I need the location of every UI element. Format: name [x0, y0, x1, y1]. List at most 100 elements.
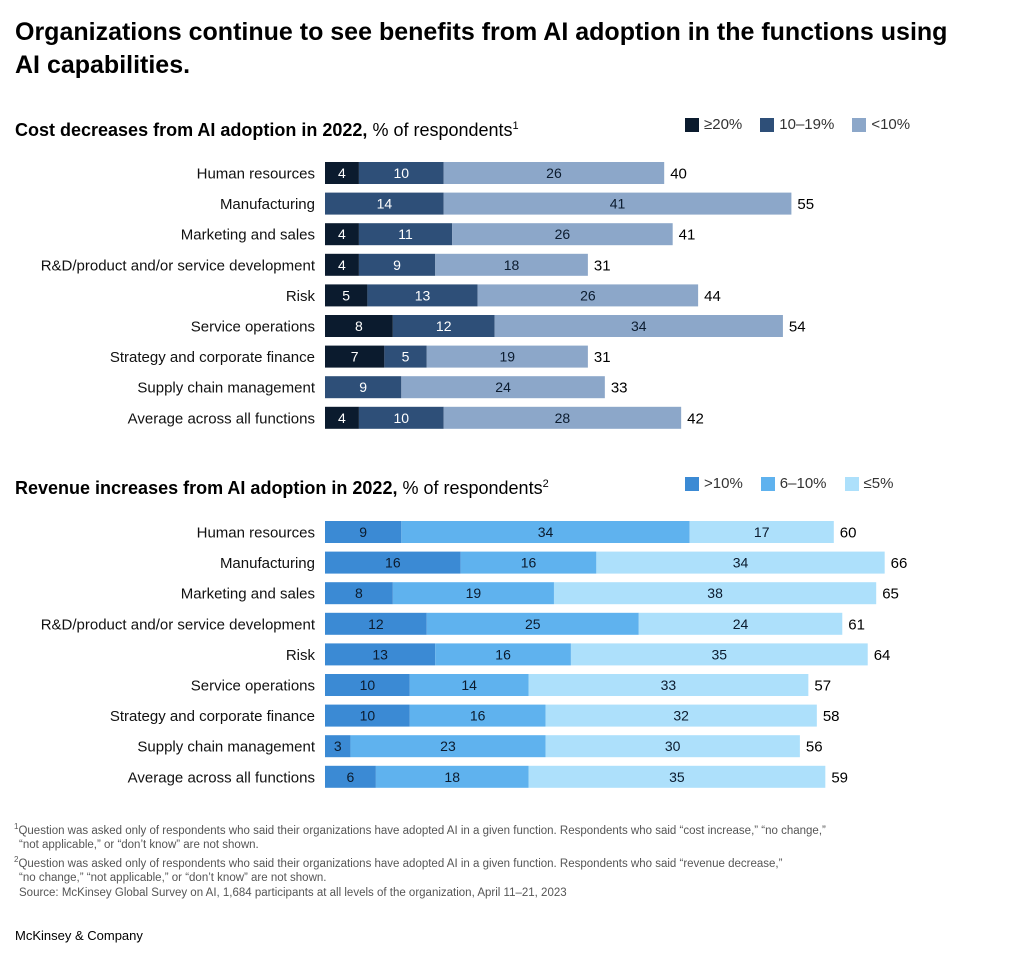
legend-item: <10% — [852, 116, 910, 134]
bar-value-label: 16 — [385, 555, 401, 571]
bar-segment — [325, 643, 436, 666]
bar-segment — [358, 253, 436, 276]
category-label: Strategy and corporate finance — [110, 349, 315, 366]
bar-value-label: 6 — [347, 769, 355, 785]
bar-segment — [426, 345, 588, 368]
bar-value-label: 3 — [334, 738, 342, 754]
bar-segment — [325, 192, 444, 215]
category-label: Average across all functions — [128, 769, 315, 786]
bar-value-label: 7 — [351, 349, 359, 365]
source-note: Source: McKinsey Global Survey on AI, 1,… — [14, 886, 974, 901]
bar-segment — [460, 551, 597, 574]
bar-value-label: 5 — [402, 349, 410, 365]
footnote-1: 1Question was asked only of respondents … — [14, 820, 974, 838]
bar-segment — [435, 253, 588, 276]
bar-segment — [325, 406, 359, 429]
bar-value-label: 5 — [342, 287, 350, 303]
bar-segment — [477, 284, 699, 307]
category-label: Manufacturing — [220, 196, 315, 213]
bar-segment — [392, 315, 495, 337]
bar-segment — [325, 582, 393, 605]
footnotes: 1Question was asked only of respondents … — [14, 820, 974, 900]
bar-total-label: 33 — [611, 380, 628, 397]
bar-segment — [325, 376, 402, 399]
bar-value-label: 33 — [661, 677, 677, 693]
bar-segment — [325, 345, 385, 368]
bar-value-label: 24 — [733, 616, 749, 632]
bar-segment — [553, 582, 877, 605]
brand-logo-text: McKinsey & Company — [15, 928, 143, 943]
page-title: Organizations continue to see benefits f… — [15, 18, 948, 79]
bar-value-label: 8 — [355, 318, 363, 334]
category-label: Manufacturing — [220, 555, 315, 572]
bar-total-label: 42 — [687, 410, 704, 427]
bar-segment — [325, 162, 359, 184]
bar-segment — [325, 284, 368, 307]
bar-value-label: 8 — [355, 585, 363, 601]
bar-value-label: 14 — [461, 677, 477, 693]
bar-value-label: 4 — [338, 257, 346, 273]
bar-segment — [325, 551, 461, 574]
legend-swatch — [685, 118, 699, 132]
category-label: R&D/product and/or service development — [41, 257, 316, 274]
legend-label: 6–10% — [779, 475, 827, 492]
revenue-legend: >10% 6–10% ≤5% — [685, 475, 911, 493]
category-label: Human resources — [197, 166, 315, 183]
bar-segment — [435, 643, 571, 666]
legend-swatch — [685, 477, 699, 491]
bar-value-label: 10 — [360, 708, 376, 724]
bar-segment — [494, 315, 783, 337]
bar-value-label: 16 — [495, 646, 511, 662]
bar-total-label: 44 — [704, 288, 721, 305]
revenue-chart-title: Revenue increases from AI adoption in 20… — [15, 473, 549, 499]
legend-label: ≤5% — [863, 475, 894, 492]
bar-value-label: 25 — [525, 616, 541, 632]
category-label: Risk — [286, 288, 316, 305]
legend-label: <10% — [871, 116, 911, 133]
bar-value-label: 18 — [504, 257, 520, 273]
footnote-2-line-1: Question was asked only of respondents w… — [18, 857, 783, 870]
bar-segment — [325, 315, 393, 337]
legend-swatch — [844, 477, 859, 491]
bar-value-label: 17 — [754, 524, 770, 540]
bar-segment — [325, 765, 376, 788]
bar-value-label: 9 — [359, 524, 367, 540]
bar-value-label: 9 — [359, 379, 367, 395]
bar-value-label: 14 — [377, 196, 393, 212]
revenue-chart-subtitle: % of respondents — [402, 478, 543, 498]
bar-value-label: 19 — [466, 585, 482, 601]
bar-total-label: 31 — [594, 349, 611, 366]
legend-item: ≤5% — [844, 475, 894, 493]
bar-segment — [325, 735, 351, 758]
bar-segment — [570, 643, 868, 666]
bar-total-label: 65 — [882, 586, 899, 603]
bar-segment — [426, 612, 639, 635]
bar-value-label: 4 — [338, 226, 346, 242]
bar-segment — [443, 192, 792, 215]
bar-segment — [545, 704, 817, 727]
bar-segment — [325, 674, 410, 696]
bar-total-label: 59 — [831, 769, 848, 786]
legend-item: ≥20% — [685, 116, 742, 134]
bar-total-label: 58 — [823, 708, 840, 725]
bar-segment — [350, 735, 546, 758]
bar-value-label: 10 — [394, 165, 410, 181]
bar-value-label: 35 — [669, 769, 685, 785]
cost-chart-footnote-ref: 1 — [512, 120, 519, 132]
bar-value-label: 34 — [733, 555, 749, 571]
legend-swatch — [760, 477, 775, 491]
bar-value-label: 4 — [338, 165, 346, 181]
bar-segment — [375, 765, 529, 788]
category-label: Service operations — [191, 319, 315, 336]
legend-swatch — [760, 118, 775, 132]
bar-total-label: 57 — [814, 678, 831, 695]
category-label: Marketing and sales — [181, 586, 315, 603]
category-label: Supply chain management — [137, 380, 315, 397]
revenue-chart-footnote-ref: 2 — [542, 478, 549, 490]
footnote-2-cont: “no change,” “not applicable,” or “don’t… — [14, 871, 974, 886]
bar-total-label: 56 — [806, 739, 823, 756]
bar-segment — [452, 223, 673, 246]
bar-value-label: 24 — [495, 379, 511, 395]
bar-value-label: 19 — [500, 349, 516, 365]
bar-total-label: 60 — [840, 525, 857, 542]
